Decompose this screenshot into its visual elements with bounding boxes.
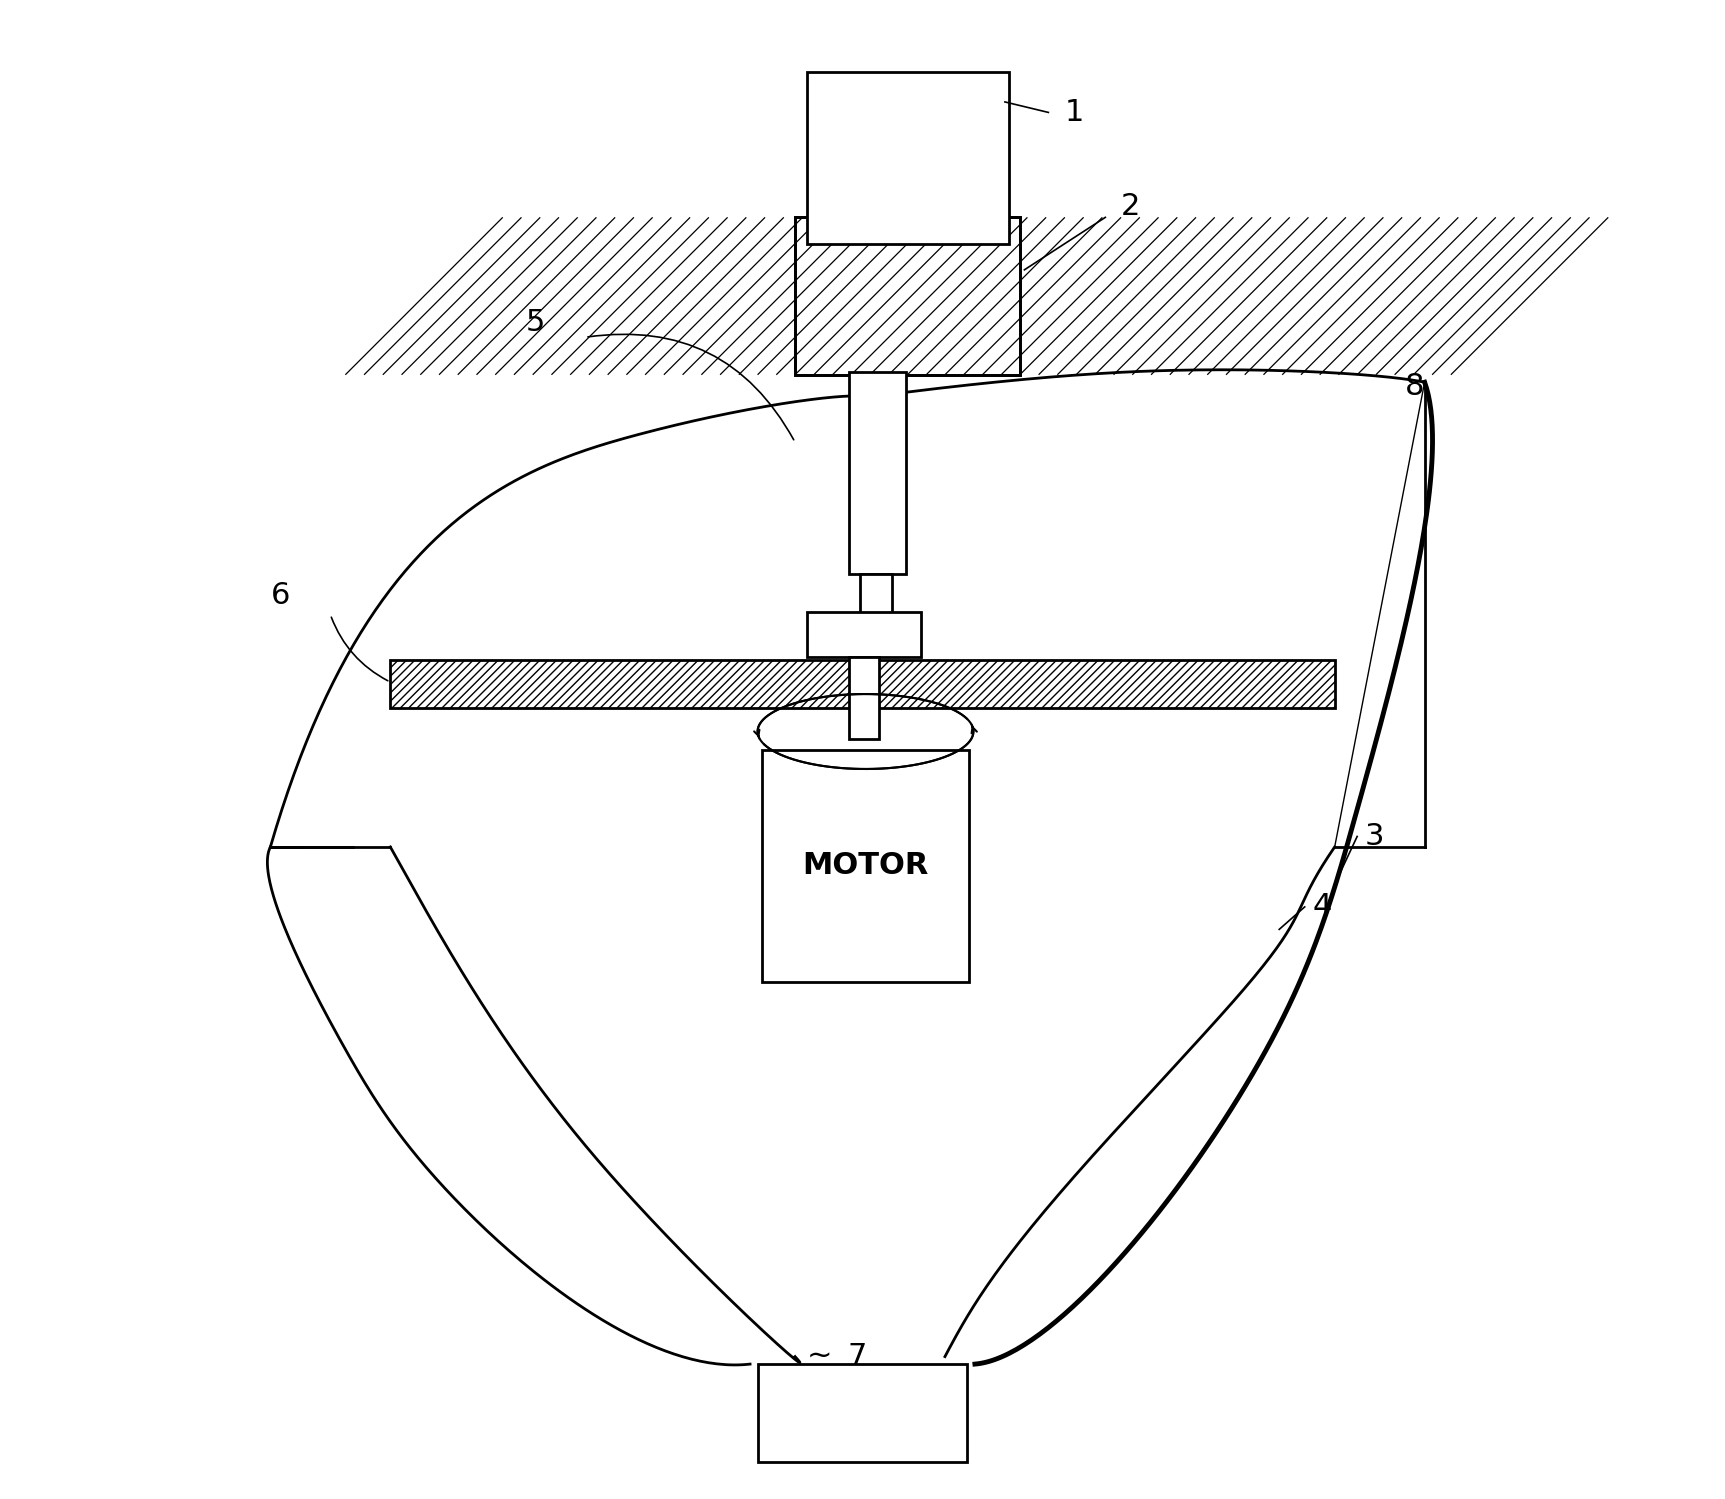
Bar: [807, 612, 921, 657]
Text: 6: 6: [271, 580, 290, 610]
Bar: [390, 660, 1335, 708]
Text: ~: ~: [807, 1342, 833, 1372]
Bar: [762, 750, 969, 982]
Text: 3: 3: [1364, 821, 1383, 851]
Bar: [795, 217, 1019, 375]
Text: 4: 4: [1313, 892, 1332, 922]
Text: 8: 8: [1406, 372, 1425, 402]
Bar: [849, 372, 906, 574]
Bar: [795, 217, 1019, 375]
Text: 1: 1: [1064, 97, 1085, 127]
Text: 7: 7: [847, 1342, 868, 1372]
Bar: [757, 1364, 968, 1462]
Bar: [859, 574, 892, 642]
Bar: [849, 657, 880, 739]
Text: 5: 5: [524, 307, 545, 337]
Text: MOTOR: MOTOR: [802, 851, 928, 880]
Bar: [807, 72, 1009, 244]
Text: 2: 2: [1120, 192, 1140, 222]
